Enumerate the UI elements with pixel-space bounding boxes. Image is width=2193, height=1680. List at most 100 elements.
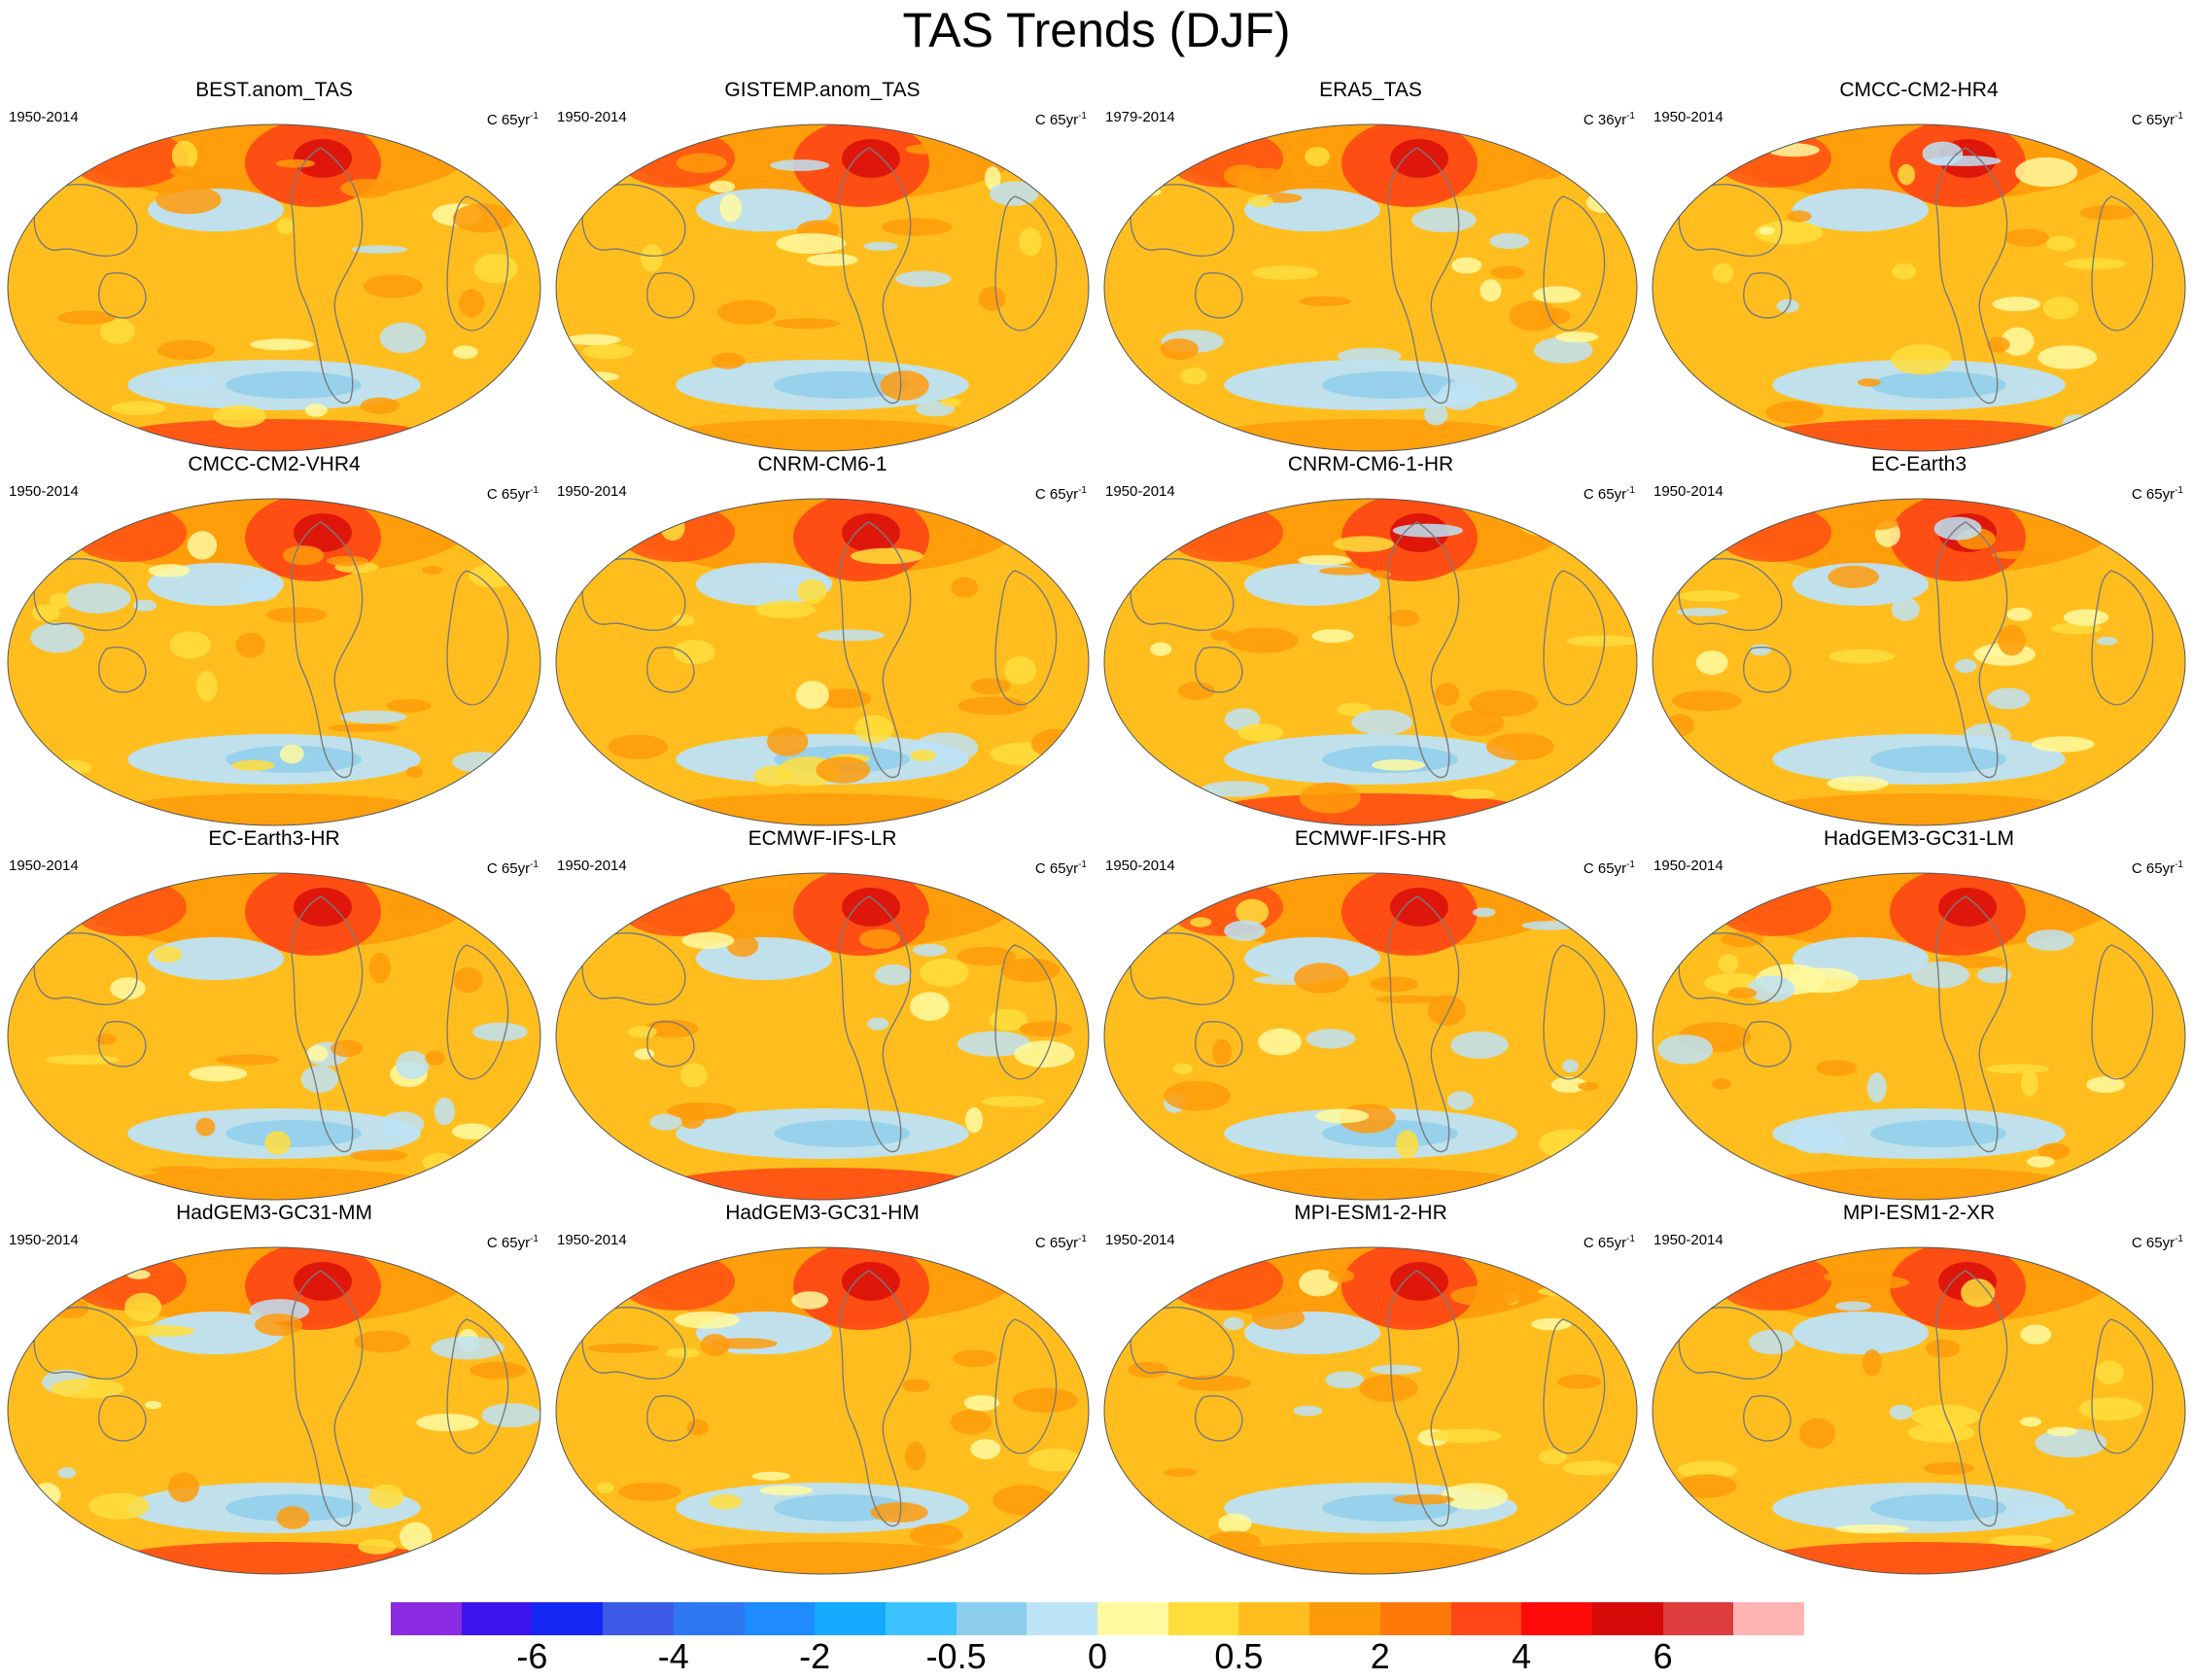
panel-units-exponent: -1 <box>2175 1234 2183 1244</box>
colorbar-swatch <box>1450 1602 1522 1635</box>
map-panel: CNRM-CM6-1 1950-2014 C 65yr-1 <box>548 453 1096 829</box>
panel-units-prefix: C 36yr <box>1583 112 1627 128</box>
map-panel: GISTEMP.anom_TAS 1950-2014 C 65yr-1 <box>548 79 1096 455</box>
panel-units-prefix: C 65yr <box>486 112 531 128</box>
panel-units: C 65yr-1 <box>487 108 539 129</box>
panel-units: C 65yr-1 <box>1584 857 1635 878</box>
trend-field <box>1104 124 1637 451</box>
colorbar <box>391 1602 1805 1635</box>
panel-title: EC-Earth3 <box>1870 453 1967 475</box>
panel-units: C 65yr-1 <box>2132 108 2183 129</box>
panel-units-exponent: -1 <box>1078 859 1087 870</box>
panel-title: MPI-ESM1-2-XR <box>1842 1202 1996 1224</box>
colorbar-swatch <box>744 1602 816 1635</box>
colorbar-tick-label: -2 <box>799 1636 831 1676</box>
trend-field <box>8 124 540 451</box>
trend-field <box>556 124 1089 451</box>
map-panel: HadGEM3-GC31-LM 1950-2014 C 65yr-1 <box>1645 827 2193 1204</box>
panel-units-exponent: -1 <box>530 111 539 122</box>
map-plot <box>555 498 1090 826</box>
colorbar-swatch <box>391 1602 462 1635</box>
colorbar-swatch <box>1238 1602 1310 1635</box>
panel-period: 1950-2014 <box>1653 109 1723 125</box>
panel-units: C 65yr-1 <box>1584 482 1635 504</box>
trend-field <box>1653 1247 2185 1574</box>
colorbar-swatch <box>461 1602 533 1635</box>
panel-period: 1950-2014 <box>1105 858 1175 874</box>
colorbar-tick-label: 2 <box>1370 1636 1390 1676</box>
panel-units-exponent: -1 <box>530 1234 539 1244</box>
map-panel: HadGEM3-GC31-MM 1950-2014 C 65yr-1 <box>0 1202 548 1578</box>
colorbar-tick-label: -4 <box>657 1636 689 1676</box>
trend-field <box>8 873 540 1200</box>
map-plot <box>555 1246 1090 1575</box>
panel-units-prefix: C 65yr <box>1034 1235 1079 1251</box>
panel-units-prefix: C 65yr <box>486 1235 531 1251</box>
colorbar-swatch <box>1167 1602 1239 1635</box>
map-panel: MPI-ESM1-2-HR 1950-2014 C 65yr-1 <box>1096 1202 1645 1578</box>
colorbar-swatch <box>532 1602 604 1635</box>
panel-units: C 65yr-1 <box>2132 482 2183 504</box>
panel-units-exponent: -1 <box>1078 485 1087 496</box>
panel-units: C 65yr-1 <box>2132 1231 2183 1252</box>
map-panel: BEST.anom_TAS 1950-2014 C 65yr-1 <box>0 79 548 455</box>
panel-units: C 65yr-1 <box>1035 857 1087 878</box>
trend-field <box>1653 124 2185 451</box>
colorbar-swatch <box>1733 1602 1805 1635</box>
panel-title: CNRM-CM6-1 <box>757 453 888 475</box>
map-plot <box>1103 498 1638 826</box>
map-panel: EC-Earth3-HR 1950-2014 C 65yr-1 <box>0 827 548 1204</box>
colorbar-swatch <box>1309 1602 1380 1635</box>
panel-units-exponent: -1 <box>2175 485 2183 496</box>
panel-units: C 65yr-1 <box>487 482 539 504</box>
panel-units-prefix: C 65yr <box>1034 486 1079 503</box>
trend-field <box>1104 873 1637 1200</box>
map-plot <box>1103 872 1638 1201</box>
map-plot <box>1652 123 2186 452</box>
map-plot <box>1103 1246 1638 1575</box>
panel-title: CMCC-CM2-HR4 <box>1839 79 1999 101</box>
panel-units-exponent: -1 <box>1626 485 1635 496</box>
panel-units-prefix: C 65yr <box>1583 1235 1627 1251</box>
map-panel: MPI-ESM1-2-XR 1950-2014 C 65yr-1 <box>1645 1202 2193 1578</box>
panel-period: 1950-2014 <box>1105 483 1175 500</box>
trend-field <box>1653 499 2185 825</box>
panel-units-prefix: C 65yr <box>1034 860 1079 877</box>
trend-field <box>1653 873 2185 1200</box>
trend-field <box>556 1247 1089 1574</box>
panel-units: C 36yr-1 <box>1584 108 1635 129</box>
colorbar-tick-label: 0.5 <box>1214 1636 1264 1676</box>
panel-units-prefix: C 65yr <box>2131 1235 2176 1251</box>
panel-units-exponent: -1 <box>1626 859 1635 870</box>
panel-units-prefix: C 65yr <box>1034 112 1079 128</box>
panel-units-prefix: C 65yr <box>2131 486 2176 503</box>
panel-units-prefix: C 65yr <box>2131 112 2176 128</box>
panel-title: EC-Earth3-HR <box>208 827 340 850</box>
map-panel: HadGEM3-GC31-HM 1950-2014 C 65yr-1 <box>548 1202 1096 1578</box>
colorbar-tick-label: -6 <box>516 1636 548 1676</box>
panel-units-prefix: C 65yr <box>486 860 531 877</box>
trend-field <box>8 1247 540 1574</box>
map-plot <box>1652 498 2186 826</box>
panel-period: 1950-2014 <box>9 109 79 125</box>
map-panel: ERA5_TAS 1979-2014 C 36yr-1 <box>1096 79 1645 455</box>
map-plot <box>7 123 541 452</box>
colorbar-swatch <box>885 1602 957 1635</box>
panel-units-exponent: -1 <box>1626 1234 1635 1244</box>
panel-period: 1950-2014 <box>557 858 627 874</box>
map-panel: CMCC-CM2-HR4 1950-2014 C 65yr-1 <box>1645 79 2193 455</box>
panel-title: HadGEM3-GC31-MM <box>176 1202 372 1224</box>
colorbar-swatch <box>1379 1602 1451 1635</box>
panel-units-prefix: C 65yr <box>1583 860 1627 877</box>
panel-title: ERA5_TAS <box>1319 79 1422 101</box>
panel-period: 1950-2014 <box>9 858 79 874</box>
panel-units-exponent: -1 <box>1078 1234 1087 1244</box>
panel-units-prefix: C 65yr <box>486 486 531 503</box>
colorbar-labels: -6 -4 -2 -0.5 0 0.5 2 4 6 <box>0 1635 2193 1680</box>
panel-units-exponent: -1 <box>1078 111 1087 122</box>
panel-units: C 65yr-1 <box>1584 1231 1635 1252</box>
panel-title: HadGEM3-GC31-HM <box>725 1202 920 1224</box>
panel-title: GISTEMP.anom_TAS <box>724 79 921 101</box>
trend-field <box>1104 499 1637 825</box>
panel-period: 1950-2014 <box>1653 483 1723 500</box>
